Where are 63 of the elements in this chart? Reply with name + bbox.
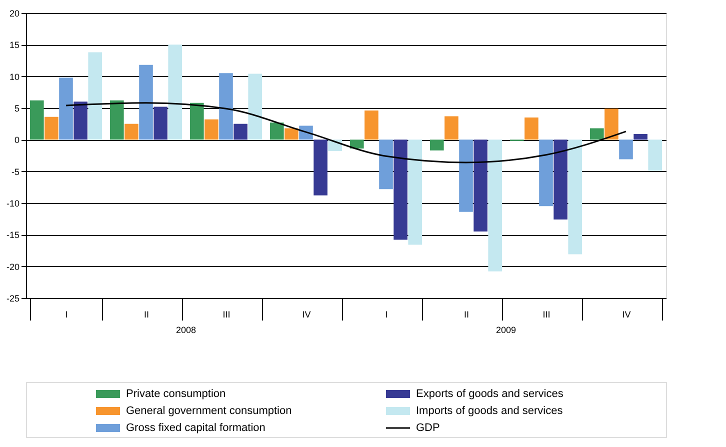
bar (139, 64, 153, 140)
bar (554, 140, 568, 220)
x-tick-label: IV (302, 310, 311, 320)
y-tick-label: -15 (6, 230, 20, 240)
bar (204, 119, 218, 140)
bar (88, 52, 102, 140)
bar (379, 140, 393, 190)
legend-label: Gross fixed capital formation (126, 422, 266, 434)
bar (74, 102, 88, 140)
bar (44, 116, 58, 140)
bar (234, 124, 248, 140)
bar (394, 140, 408, 240)
bar (168, 44, 182, 140)
bar (154, 106, 168, 140)
bar (568, 140, 582, 254)
bar (350, 140, 364, 149)
y-tick-label: -20 (6, 262, 20, 272)
bar (459, 140, 473, 212)
y-tick-label: 5 (14, 104, 20, 114)
bar (634, 134, 648, 140)
x-tick-label: III (542, 310, 550, 320)
bar (364, 110, 378, 140)
y-tick-label: 10 (9, 72, 20, 82)
bar (219, 73, 233, 140)
bar (604, 108, 618, 140)
legend-label: Private consumption (126, 388, 226, 400)
bar (110, 100, 124, 140)
bar (444, 116, 458, 140)
bar (284, 128, 298, 140)
bar (124, 124, 138, 140)
bar (270, 122, 284, 140)
x-tick-label: II (464, 310, 470, 320)
bar (248, 74, 262, 140)
bar (30, 100, 44, 140)
bar (430, 140, 444, 150)
y-tick-label: -10 (6, 198, 20, 208)
y-tick-label: 20 (9, 8, 20, 18)
bar (590, 128, 604, 140)
bar (524, 118, 538, 140)
bar (408, 140, 422, 245)
y-tick-label: -5 (11, 166, 20, 177)
x-tick-label: III (222, 310, 230, 320)
y-tick-label: 15 (9, 40, 20, 50)
bar (539, 140, 553, 206)
x-tick-label: I (65, 310, 68, 320)
bar (474, 140, 488, 232)
legend-label: General government consumption (126, 405, 292, 417)
legend-label: Imports of goods and services (416, 405, 564, 417)
bar (488, 140, 502, 272)
bar (190, 102, 204, 140)
bar (648, 140, 662, 171)
text: 2008 (176, 325, 196, 335)
text: 2009 (496, 325, 516, 335)
bar (314, 140, 328, 196)
legend-label: Exports of goods and services (416, 388, 564, 400)
bar (619, 140, 633, 160)
bar (59, 78, 73, 140)
y-tick-label: -25 (6, 294, 20, 304)
x-tick-label: II (144, 310, 150, 320)
x-tick-label: IV (622, 310, 631, 320)
legend-label: GDP (416, 422, 440, 434)
x-tick-label: I (385, 310, 388, 320)
y-tick-label: 0 (14, 135, 20, 146)
